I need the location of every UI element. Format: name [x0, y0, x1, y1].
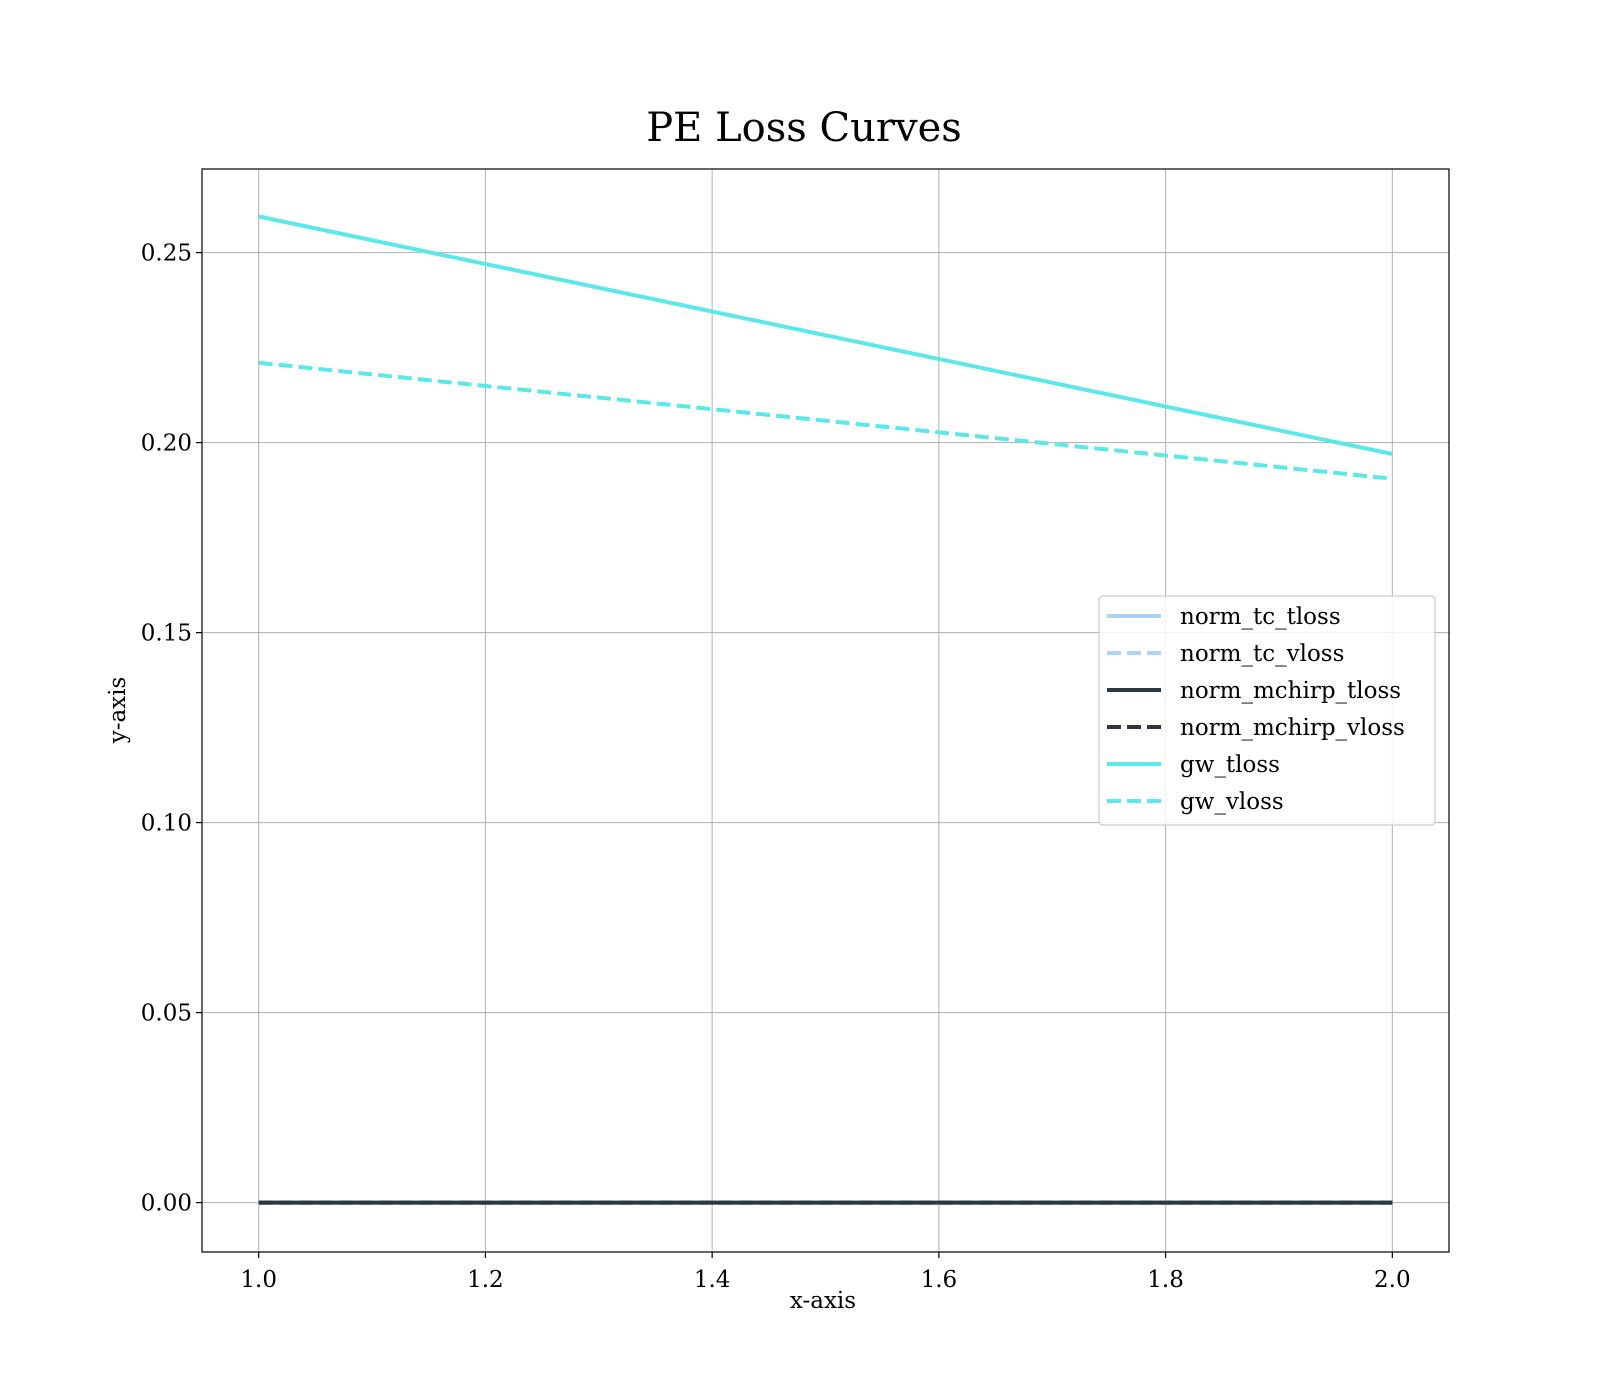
- x-tick-label: 1.0: [240, 1267, 277, 1293]
- plot-area: [201, 168, 1450, 1253]
- legend-label: gw_tloss: [1180, 752, 1280, 778]
- x-tick-label: 1.6: [921, 1267, 958, 1293]
- y-tick-label: 0.25: [141, 241, 192, 267]
- legend: norm_tc_tloss norm_tc_vloss norm_mchirp_tl…: [1098, 595, 1436, 826]
- series-line-gw-tloss: [258, 214, 1393, 456]
- series-line-gw-vloss: [258, 360, 1393, 481]
- chart-title: PE Loss Curves: [646, 105, 962, 151]
- axis-ticks: 1.0 1.2 1.4 1.6 1.8 2.0 0.00 0.05 0.10 0.15 0.20 0.…: [141, 241, 1411, 1293]
- y-tick-label: 0.20: [141, 431, 192, 457]
- x-tick-label: 1.4: [694, 1267, 731, 1293]
- plot-lines: [258, 214, 1393, 1205]
- y-tick-label: 0.10: [141, 811, 192, 837]
- x-tick-label: 1.8: [1147, 1267, 1184, 1293]
- x-axis-label: x-axis: [790, 1288, 856, 1314]
- legend-label: norm_mchirp_tloss: [1180, 678, 1401, 704]
- legend-box: [1098, 595, 1436, 826]
- legend-label: norm_mchirp_vloss: [1180, 715, 1405, 741]
- x-tick-label: 1.2: [467, 1267, 504, 1293]
- y-tick-label: 0.15: [141, 621, 192, 647]
- legend-label: gw_vloss: [1180, 789, 1284, 815]
- y-tick-label: 0.05: [141, 1001, 192, 1027]
- y-axis-label: y-axis: [105, 677, 131, 745]
- legend-label: norm_tc_tloss: [1180, 604, 1341, 630]
- y-tick-label: 0.00: [141, 1191, 192, 1217]
- legend-label: norm_tc_vloss: [1180, 641, 1344, 667]
- x-tick-label: 2.0: [1374, 1267, 1411, 1293]
